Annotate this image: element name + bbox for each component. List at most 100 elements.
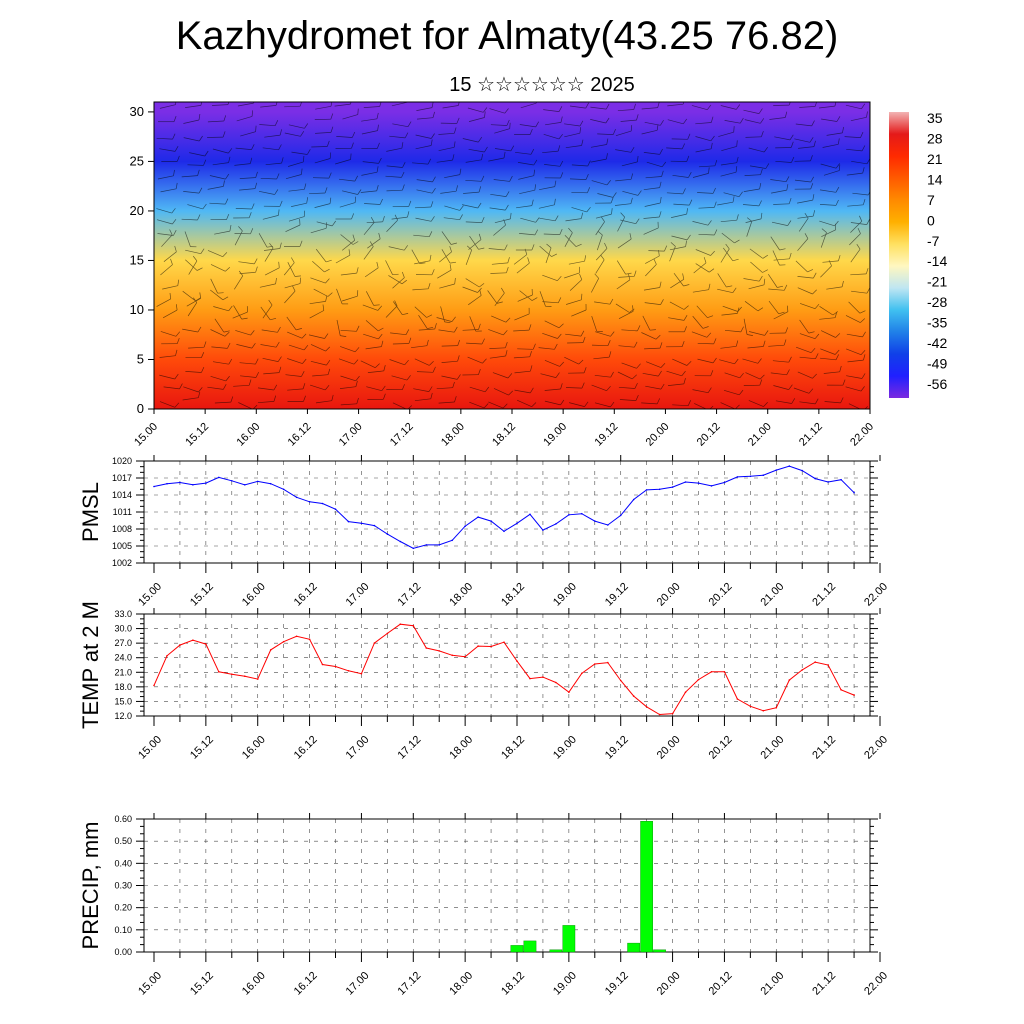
wind-barb-flag: [408, 337, 412, 344]
wind-barb-flag: [251, 110, 253, 117]
wind-barb-flag: [432, 111, 435, 118]
wind-barb-flag: [533, 159, 538, 166]
wind-barb: [670, 279, 684, 289]
wind-barb-flag: [736, 104, 741, 110]
wind-barb-flag: [636, 114, 639, 121]
wind-barb-flag: [430, 201, 434, 208]
wind-barb-flag: [866, 287, 870, 294]
wind-barb-flag: [373, 304, 380, 306]
wind-barb: [183, 386, 199, 393]
wind-barb: [540, 373, 557, 378]
wind-barb: [720, 162, 737, 166]
wind-barb-flag: [554, 180, 557, 187]
wind-barb-flag: [585, 102, 590, 109]
colorbar-rect: [889, 112, 909, 398]
wind-barb-flag: [783, 339, 787, 346]
wind-barb: [213, 306, 229, 312]
wind-barb-flag: [432, 366, 436, 373]
y-tick-label: 33.0: [114, 609, 132, 619]
wind-barb: [210, 278, 218, 294]
wind-barb-flag: [812, 210, 816, 217]
wind-barb: [615, 149, 632, 153]
wind-barb-flag: [759, 374, 765, 380]
wind-barb-flag: [587, 160, 591, 167]
wind-barb-flag: [377, 305, 383, 311]
wind-barb: [258, 190, 275, 195]
wind-barb: [468, 148, 485, 153]
wind-barb-flag: [559, 160, 564, 167]
wind-barb: [538, 347, 555, 350]
wind-barb: [487, 290, 498, 304]
wind-barb: [441, 360, 458, 363]
wind-barb: [519, 189, 535, 195]
wind-barb-flag: [585, 173, 589, 180]
wind-barb: [768, 300, 779, 315]
wind-barb-flag: [197, 214, 201, 221]
wind-barb: [571, 207, 587, 213]
pmsl-panel: 1002 1005 1008 1011 1014 1017 1020 15.00 15.12 16…: [78, 455, 890, 609]
wind-barb: [436, 387, 453, 390]
wind-barb: [441, 345, 458, 347]
wind-barb-flag: [348, 249, 351, 256]
wind-barb: [545, 247, 552, 264]
wind-barb: [820, 330, 836, 338]
x-tick-label: 21.12: [810, 734, 838, 762]
wind-barb: [493, 224, 506, 236]
wind-barb: [233, 384, 250, 387]
wind-barb: [239, 271, 256, 274]
precip-bar: [627, 942, 641, 953]
wind-barb: [513, 356, 530, 359]
wind-barb: [644, 202, 661, 207]
wind-barb: [641, 402, 658, 405]
series-point: [438, 544, 441, 546]
wind-barb-flag: [612, 192, 617, 198]
wind-barb-flag: [325, 384, 330, 391]
wind-barb-flag: [378, 333, 383, 340]
wind-barb-flag: [504, 108, 509, 114]
wind-barb: [389, 359, 405, 366]
wind-barb: [463, 191, 480, 194]
wind-barb: [159, 104, 176, 109]
y-tick-label: 0.50: [114, 836, 132, 846]
wind-barb: [181, 218, 198, 221]
wind-barb: [360, 360, 376, 369]
wind-barb: [645, 264, 657, 277]
wind-barb: [361, 118, 378, 122]
wind-barb-flag: [198, 391, 201, 398]
wind-barb-flag: [248, 212, 252, 218]
wind-barb-flag: [378, 327, 384, 332]
wind-barb-flag: [255, 371, 260, 378]
wind-barb: [847, 359, 864, 363]
series-point: [386, 632, 389, 635]
colorbar-label: 28: [927, 131, 943, 147]
wind-barb: [645, 176, 662, 179]
precip-bar: [653, 949, 666, 953]
wind-barb: [490, 272, 507, 274]
wind-barb: [159, 401, 176, 408]
wind-barb: [490, 193, 507, 197]
wind-barb: [723, 247, 734, 262]
wind-barb-flag: [381, 385, 386, 391]
wind-barb: [693, 262, 707, 274]
wind-barb-flag: [427, 158, 432, 165]
wind-barb-flag: [401, 384, 405, 390]
wind-barb: [416, 179, 433, 183]
wind-barb-flag: [324, 187, 328, 194]
wind-barb-flag: [620, 212, 625, 218]
wind-barb-flag: [238, 270, 244, 277]
wind-barb-flag: [374, 363, 380, 368]
wind-barb-flag: [815, 353, 819, 359]
wind-barb: [462, 138, 479, 143]
wind-barb: [591, 384, 607, 392]
wind-barb-flag: [528, 324, 532, 331]
wind-barb: [365, 320, 379, 332]
wind-barb: [851, 160, 868, 165]
wind-barb: [233, 305, 243, 320]
wind-barb: [214, 230, 230, 235]
heatmap-x-tick-label: 17.12: [388, 421, 416, 449]
wind-barb-flag: [686, 155, 690, 162]
wind-barb-flag: [560, 399, 565, 406]
wind-barb-flag: [175, 182, 178, 189]
wind-barb: [238, 261, 255, 265]
wind-barb-flag: [303, 344, 309, 351]
